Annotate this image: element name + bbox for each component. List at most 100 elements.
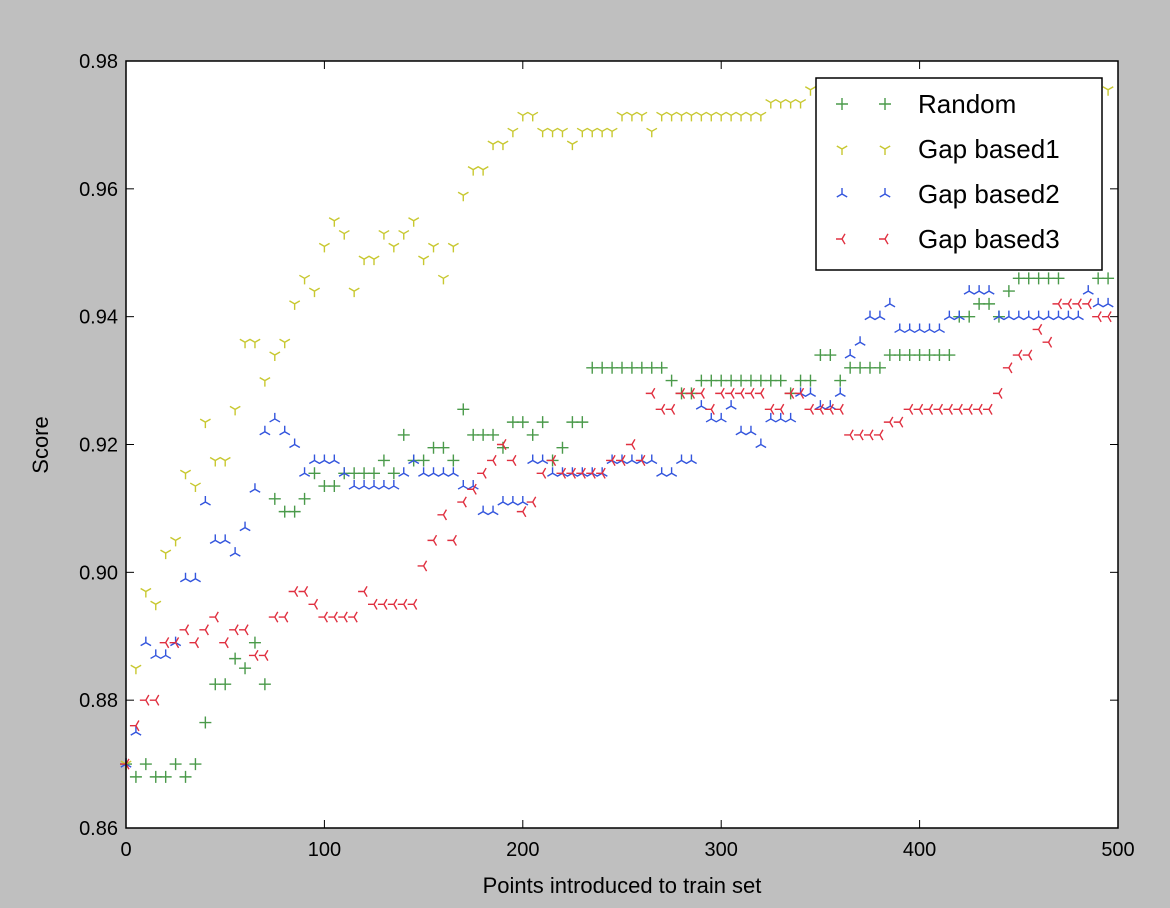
data-point xyxy=(983,285,995,295)
data-point xyxy=(1002,362,1013,374)
data-point xyxy=(616,454,626,467)
data-point xyxy=(834,374,847,387)
data-point xyxy=(745,111,757,122)
data-point xyxy=(705,403,715,415)
data-point xyxy=(814,403,825,415)
data-point xyxy=(666,467,678,477)
data-point xyxy=(368,598,378,610)
data-point xyxy=(249,338,261,349)
data-point xyxy=(834,387,846,397)
y-tick-label: 0.92 xyxy=(79,435,118,457)
data-point xyxy=(259,425,271,436)
data-point xyxy=(517,111,529,122)
data-point xyxy=(289,438,301,449)
data-point xyxy=(139,758,152,771)
legend-entry: Gap based2 xyxy=(836,179,1060,209)
data-point xyxy=(417,560,428,572)
data-point xyxy=(318,242,330,253)
data-point xyxy=(447,467,459,477)
data-point xyxy=(526,428,539,441)
data-point xyxy=(219,534,231,544)
data-point xyxy=(506,454,517,467)
data-point xyxy=(298,492,311,505)
data-point xyxy=(626,111,638,122)
data-point xyxy=(884,297,896,308)
data-point xyxy=(487,454,497,467)
data-point xyxy=(824,349,837,362)
data-point xyxy=(894,323,906,334)
data-point xyxy=(586,467,596,479)
legend-marker xyxy=(879,188,891,198)
data-point xyxy=(775,98,787,109)
data-point xyxy=(636,111,648,122)
data-point xyxy=(328,454,340,465)
data-point xyxy=(229,652,242,665)
data-point xyxy=(665,374,678,387)
data-point xyxy=(258,678,271,691)
data-point xyxy=(527,111,539,122)
series-gap-based3 xyxy=(120,298,1112,770)
data-point xyxy=(804,403,815,415)
data-point xyxy=(764,403,775,415)
legend-label: Gap based3 xyxy=(918,224,1060,254)
data-point xyxy=(408,454,420,465)
data-point xyxy=(388,480,400,490)
data-point xyxy=(914,323,926,334)
data-point xyxy=(953,310,965,321)
data-point xyxy=(348,480,360,490)
data-point xyxy=(189,482,201,493)
data-point xyxy=(715,111,727,122)
data-point xyxy=(992,387,1003,399)
data-point xyxy=(457,403,470,416)
data-point xyxy=(547,127,559,138)
data-point xyxy=(378,229,390,240)
data-point xyxy=(1102,86,1114,96)
data-point xyxy=(1062,310,1074,321)
data-point xyxy=(437,441,450,454)
data-point xyxy=(199,624,209,636)
data-point xyxy=(516,506,527,518)
data-point xyxy=(288,585,299,598)
data-point xyxy=(626,454,638,465)
data-point xyxy=(417,454,430,467)
data-point xyxy=(189,758,202,771)
data-point xyxy=(160,649,172,660)
x-tick-label: 100 xyxy=(308,839,341,861)
data-point xyxy=(715,412,727,423)
data-point xyxy=(795,98,807,109)
data-point xyxy=(913,403,924,415)
data-point xyxy=(566,140,578,151)
data-point xyxy=(1013,310,1025,321)
data-point xyxy=(883,416,894,428)
data-point xyxy=(159,770,172,783)
data-point xyxy=(447,242,459,253)
data-point xyxy=(973,285,985,295)
data-point xyxy=(775,412,787,423)
x-tick-label: 300 xyxy=(705,839,738,861)
data-point xyxy=(328,611,338,623)
data-point xyxy=(457,191,469,202)
data-point xyxy=(497,140,509,151)
data-point xyxy=(308,454,321,465)
data-point xyxy=(387,467,400,480)
data-point xyxy=(1092,297,1104,308)
data-point xyxy=(556,441,569,454)
y-tick-label: 0.90 xyxy=(79,562,118,584)
data-point xyxy=(666,111,678,122)
y-tick-label: 0.88 xyxy=(79,690,118,712)
data-point xyxy=(844,429,854,441)
data-point xyxy=(199,716,212,729)
data-point xyxy=(279,425,291,436)
data-point xyxy=(179,624,190,636)
data-point xyxy=(150,649,162,660)
data-point xyxy=(328,480,341,493)
data-point xyxy=(239,624,249,636)
data-point xyxy=(496,438,507,451)
data-point xyxy=(299,274,311,285)
data-point xyxy=(239,662,252,675)
data-point xyxy=(705,412,717,423)
data-point xyxy=(239,521,251,532)
data-point xyxy=(794,387,805,399)
data-point xyxy=(665,403,676,415)
data-point xyxy=(874,310,886,321)
